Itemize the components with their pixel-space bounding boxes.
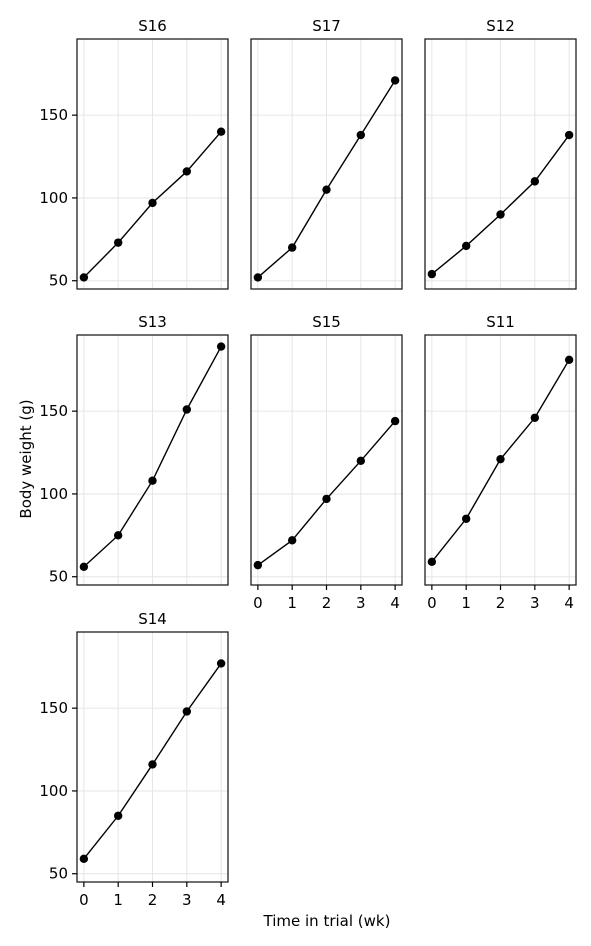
data-point	[356, 130, 366, 140]
y-tick-label: 100	[39, 189, 68, 207]
data-point	[390, 416, 400, 426]
x-tick-label: 2	[322, 594, 332, 612]
y-tick-label: 150	[39, 106, 68, 124]
data-point	[113, 531, 123, 540]
data-point	[461, 514, 471, 523]
data-point	[148, 760, 157, 769]
data-point	[148, 476, 157, 485]
panel-title: S14	[138, 610, 167, 628]
data-point	[287, 536, 297, 545]
data-point	[322, 494, 331, 504]
y-tick-label: 50	[49, 272, 68, 290]
x-axis-title: Time in trial (wk)	[263, 912, 391, 930]
panel-s16: S16 50 100 150	[39, 17, 229, 290]
x-tick-label: 2	[148, 891, 158, 909]
data-point	[79, 854, 89, 864]
data-point	[253, 273, 263, 282]
data-point	[287, 243, 297, 252]
data-point	[216, 659, 226, 668]
panel-frame	[76, 334, 229, 586]
data-point	[427, 269, 437, 279]
data-point	[253, 560, 263, 570]
panel-title: S15	[312, 313, 341, 331]
data-point	[216, 127, 226, 136]
y-tick-label: 150	[39, 402, 68, 420]
data-point	[182, 707, 192, 716]
x-tick-label: 4	[390, 594, 400, 612]
y-tick-label: 50	[49, 865, 68, 883]
panel-title: S17	[312, 17, 341, 35]
x-tick-label: 1	[113, 891, 123, 909]
x-tick-label: 2	[496, 594, 506, 612]
data-point	[496, 210, 505, 219]
data-point	[427, 557, 437, 567]
panel-frame	[250, 38, 403, 290]
x-tick-label: 0	[253, 594, 263, 612]
data-point	[564, 130, 574, 140]
data-point	[356, 456, 366, 466]
y-axis-title: Body weight (g)	[17, 399, 35, 518]
data-point	[322, 185, 331, 194]
data-point	[113, 811, 123, 820]
panel-s14: S14 50 100 150 0 1 2 3 4	[39, 610, 229, 909]
panel-title: S13	[138, 313, 167, 331]
panel-frame	[76, 38, 229, 290]
data-point	[113, 238, 123, 247]
data-point	[182, 167, 192, 176]
x-tick-label: 0	[79, 891, 89, 909]
x-tick-label: 1	[287, 594, 297, 612]
x-tick-label: 4	[216, 891, 226, 909]
data-point	[530, 413, 540, 422]
data-point	[496, 454, 505, 464]
panel-title: S12	[486, 17, 515, 35]
y-tick-label: 50	[49, 568, 68, 586]
data-point	[564, 355, 574, 365]
data-point	[79, 562, 89, 571]
x-tick-label: 0	[427, 594, 437, 612]
panel-title: S11	[486, 313, 515, 331]
y-tick-label: 100	[39, 485, 68, 503]
panel-s12: S12	[424, 17, 577, 290]
panel-title: S16	[138, 17, 167, 35]
y-tick-label: 150	[39, 699, 68, 717]
panel-s13: S13 50 100 150	[39, 313, 229, 586]
data-point	[461, 241, 471, 251]
x-tick-label: 3	[530, 594, 540, 612]
panel-s11: S11 0 1 2 3 4	[424, 313, 577, 612]
x-tick-label: 4	[564, 594, 574, 612]
data-point	[148, 198, 157, 208]
panel-s17: S17	[250, 17, 403, 290]
y-tick-label: 100	[39, 782, 68, 800]
data-point	[216, 342, 226, 351]
panel-frame	[424, 38, 577, 290]
data-point	[390, 76, 400, 85]
x-tick-label: 1	[461, 594, 471, 612]
x-tick-label: 3	[356, 594, 366, 612]
data-point	[530, 177, 540, 186]
x-tick-label: 3	[182, 891, 192, 909]
data-point	[182, 405, 192, 414]
panel-s15: S15 0 1 2 3 4	[250, 313, 403, 612]
data-point	[79, 273, 89, 282]
